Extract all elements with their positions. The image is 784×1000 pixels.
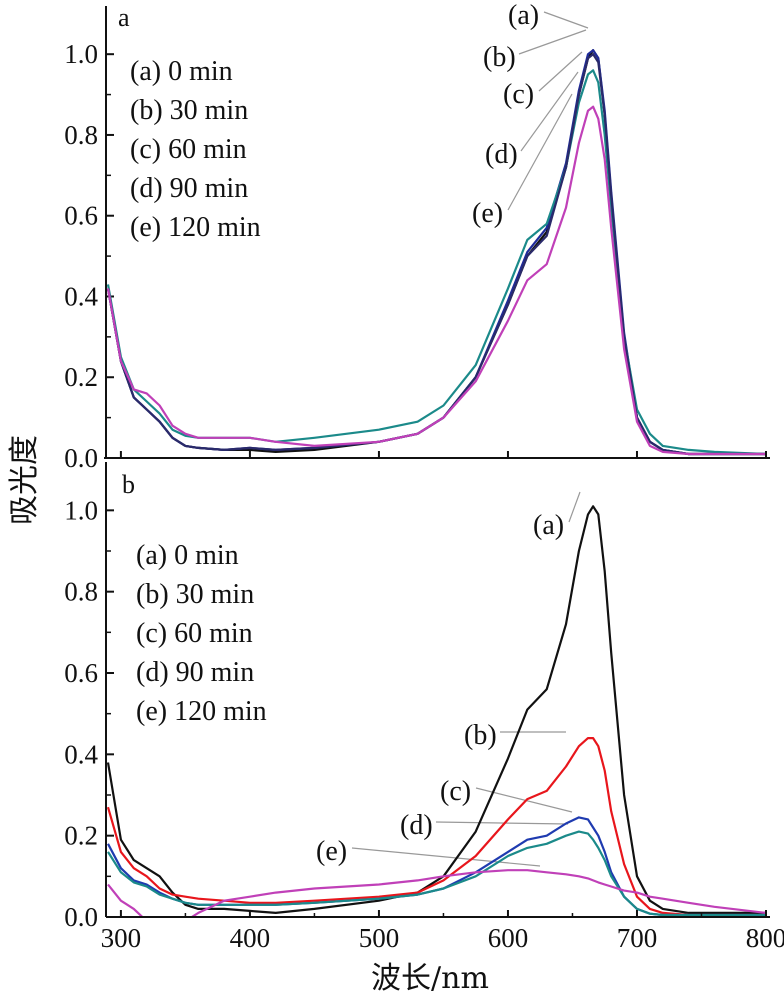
panel-b-callouts: (a) (b) (c)(d) (e) (316, 491, 581, 867)
callout-leader (351, 847, 541, 867)
series-line-b-2 (106, 737, 766, 917)
callout-label: (a) (533, 510, 564, 541)
x-tick-label: 300 (101, 923, 142, 953)
y-tick-label: 0.0 (64, 443, 98, 473)
callout-leader (435, 821, 569, 825)
callout-label: (d) (485, 139, 518, 170)
y-tick-label: 0.2 (64, 821, 98, 851)
panel-a-y-axis: 0.0 0.2 0.4 0.6 0.8 1.0 (64, 6, 114, 473)
y-tick-label: 0.8 (64, 577, 98, 607)
x-tick-label: 800 (746, 923, 784, 953)
y-tick-label: 0.8 (64, 120, 98, 150)
callout-label: (a) (508, 0, 539, 31)
legend-entry: (a) 0 min (136, 540, 239, 571)
callout-label: (e) (472, 198, 503, 229)
callout-label: (b) (483, 42, 516, 73)
series-line-a-4 (106, 53, 766, 456)
y-axis-title: 吸光度 (7, 435, 42, 525)
legend-entry: (e) 120 min (130, 212, 261, 243)
legend-entry: (b) 30 min (136, 579, 254, 610)
panel-b-letter: b (122, 470, 135, 499)
series-line-a-5 (106, 105, 766, 456)
legend-entry: (e) 120 min (136, 696, 267, 727)
callout-label: (b) (464, 720, 497, 751)
x-axis-title: 波长/nm (371, 961, 489, 996)
panel-a-letter: a (118, 3, 130, 32)
callout-leader (518, 29, 587, 55)
callout-leader (543, 11, 589, 29)
y-tick-label: 0.2 (64, 362, 98, 392)
legend-entry: (d) 90 min (136, 657, 254, 688)
series-line-a-3 (106, 69, 767, 456)
series-line-b-1 (106, 505, 766, 914)
panel-a-legend: (a) 0 min (b) 30 min (c) 60 min (d) 90 min (… (130, 56, 261, 243)
x-tick-label: 600 (488, 923, 529, 953)
callout-label: (e) (316, 836, 347, 867)
panel-a-callouts: (a) (b) (c) (d) (e) (472, 0, 589, 229)
x-axis: 300 400 500 600 700 800 (101, 451, 784, 953)
panel-b-plot-area (106, 505, 767, 917)
callout-label: (d) (400, 810, 433, 841)
series-line-b-5 (107, 869, 767, 917)
y-tick-label: 0.0 (64, 902, 98, 932)
series-line-b-4 (107, 830, 766, 917)
panel-b-legend: (a) 0 min (b) 30 min (c) 60 min (d) 90 min (… (136, 540, 267, 727)
callout-leader (538, 51, 583, 92)
y-tick-label: 0.6 (64, 658, 98, 688)
legend-entry: (c) 60 min (136, 618, 253, 649)
x-tick-label: 400 (230, 923, 271, 953)
x-tick-label: 700 (617, 923, 658, 953)
callout-leader (520, 71, 579, 152)
callout-label: (c) (503, 79, 534, 110)
callout-leader (568, 491, 581, 523)
y-tick-label: 1.0 (64, 495, 98, 525)
y-tick-label: 0.4 (64, 739, 98, 769)
panel-a: a 0.0 0.2 0.4 0.6 0.8 1.0 (a) 0 min (b) 30 min… (64, 0, 767, 473)
y-tick-label: 0.4 (64, 281, 98, 311)
callout-leader (507, 93, 573, 211)
panel-a-plot-area (106, 49, 767, 456)
y-tick-label: 1.0 (64, 39, 98, 69)
panel-b-y-axis: 0.0 0.2 0.4 0.6 0.8 1.0 (64, 462, 114, 932)
legend-entry: (c) 60 min (130, 134, 247, 165)
legend-entry: (d) 90 min (130, 173, 248, 204)
legend-entry: (b) 30 min (130, 95, 248, 126)
panel-b: b 0.0 0.2 0.4 0.6 0.8 1.0 (a) 0 min (b) 30 min… (64, 462, 767, 932)
legend-entry: (a) 0 min (130, 56, 233, 87)
callout-label: (c) (440, 776, 471, 807)
x-tick-label: 500 (359, 923, 400, 953)
y-tick-label: 0.6 (64, 201, 98, 231)
